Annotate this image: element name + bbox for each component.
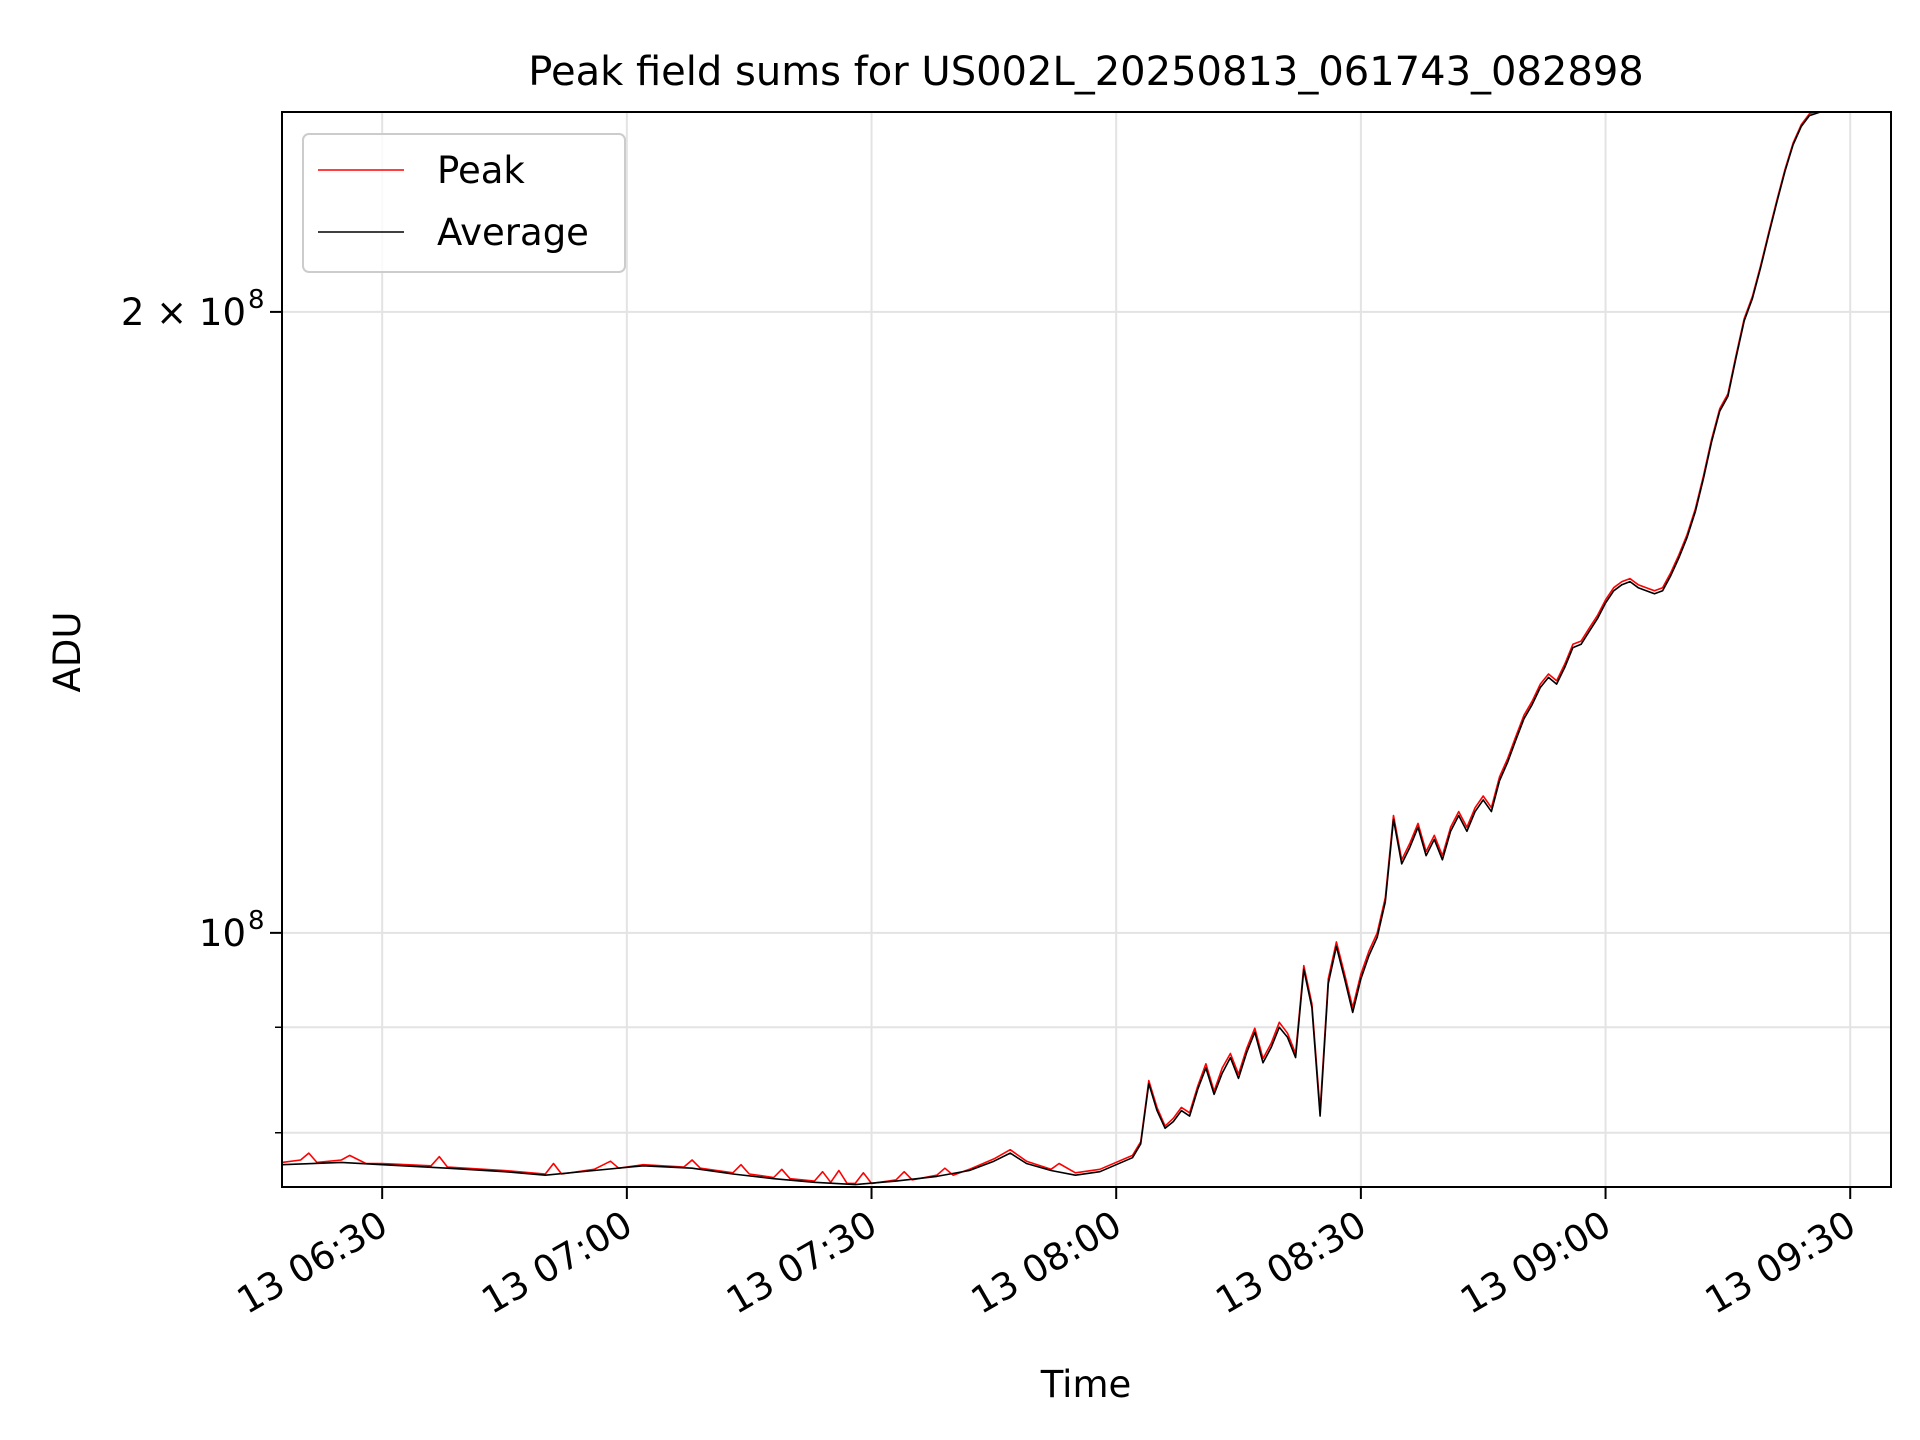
series-line-average: [282, 112, 1823, 1186]
y-axis-label: ADU: [46, 612, 89, 693]
series-layer: [282, 112, 1823, 1186]
legend-box: [302, 133, 626, 273]
legend: Peak Average: [302, 133, 626, 273]
grid-lines: [282, 112, 1891, 1187]
series-line-peak: [282, 112, 1818, 1185]
y-tick-exponent: 8: [248, 906, 265, 936]
y-tick-exponent: 8: [248, 285, 265, 315]
y-tick-label: 2 × 10: [121, 291, 246, 334]
x-axis-label: Time: [1040, 1363, 1132, 1406]
legend-label-peak: Peak: [437, 149, 525, 192]
y-tick-label: 10: [199, 912, 246, 955]
plot-frame: [281, 111, 1892, 1188]
chart-title: Peak field sums for US002L_20250813_0617…: [528, 49, 1643, 95]
legend-label-average: Average: [437, 211, 589, 254]
